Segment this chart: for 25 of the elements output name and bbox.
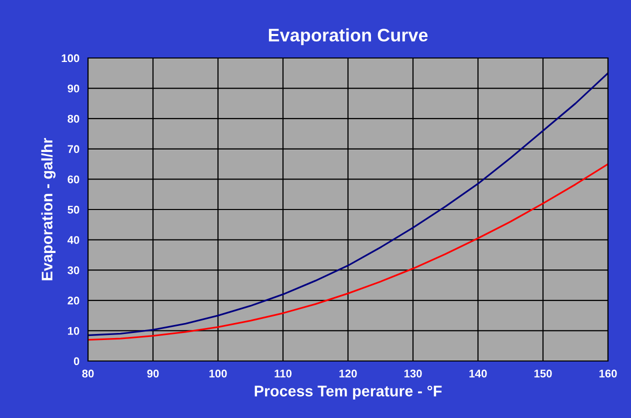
y-tick-label: 20 — [68, 296, 80, 305]
y-tick-label: 0 — [74, 357, 80, 366]
x-tick-label: 150 — [534, 370, 552, 378]
y-tick-label: 10 — [68, 326, 80, 335]
chart-title: Evaporation Curve — [268, 28, 428, 46]
x-tick-label: 100 — [209, 370, 227, 378]
x-tick-label: 120 — [339, 370, 357, 378]
x-tick-label: 80 — [82, 370, 94, 378]
line-series — [88, 72, 608, 336]
y-tick-label: 90 — [68, 84, 80, 92]
y-tick-label: 30 — [68, 266, 80, 274]
x-tick-label: 110 — [274, 370, 292, 378]
x-tick-label: 130 — [404, 370, 422, 378]
x-tick-label: 160 — [599, 370, 617, 378]
x-axis-title: Process Tem perature - °F — [254, 386, 442, 400]
y-axis-title: Evaporation - gal/hr — [41, 138, 56, 280]
y-tick-label: 40 — [67, 236, 80, 244]
x-tick-label: 140 — [469, 370, 487, 378]
x-tick-label: 90 — [147, 370, 159, 378]
line-series — [88, 163, 608, 341]
y-tick-label: 50 — [68, 206, 80, 214]
y-tick-label: 80 — [68, 114, 80, 123]
y-tick-label: 100 — [62, 54, 80, 62]
y-tick-label: 60 — [68, 175, 80, 184]
y-tick-label: 70 — [68, 145, 80, 154]
